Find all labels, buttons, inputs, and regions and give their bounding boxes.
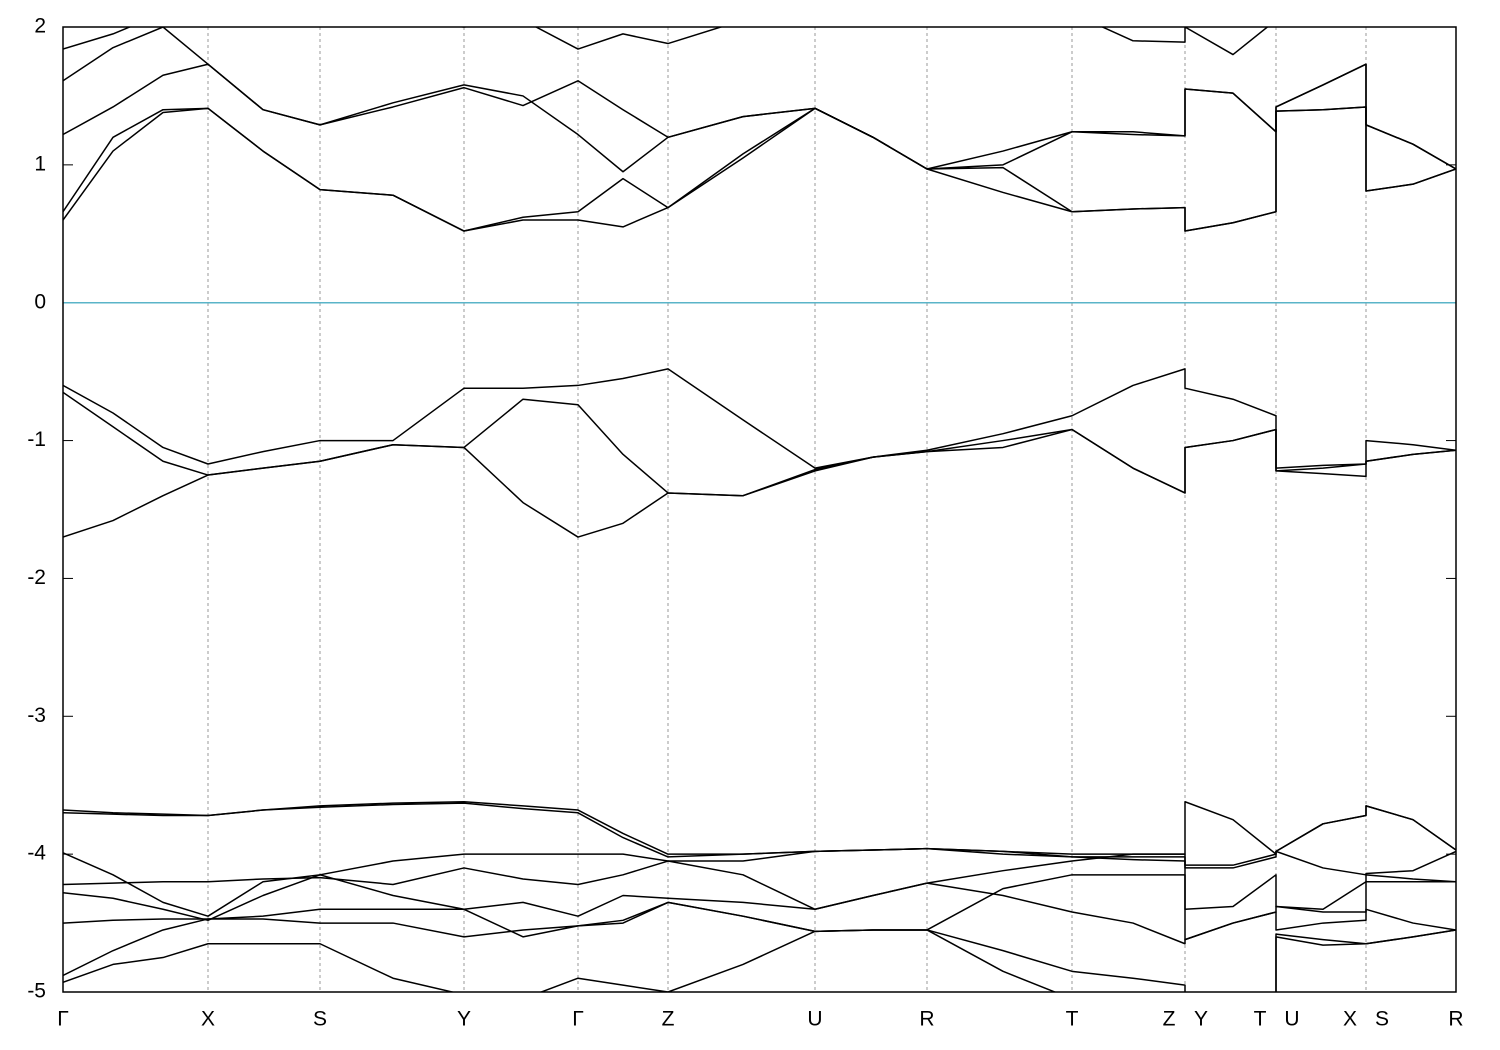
band-line (63, 106, 1456, 232)
x-tick-label: X (1343, 1008, 1357, 1031)
y-tick-label: -4 (27, 842, 46, 865)
band-line (63, 428, 1456, 538)
band-line (63, 874, 1456, 945)
y-tick-label: -2 (27, 566, 46, 589)
x-tick-label: X (201, 1008, 215, 1031)
y-tick-label: 2 (34, 15, 46, 38)
x-tick-label: Z (662, 1008, 675, 1031)
x-tick-label: S (313, 1008, 327, 1031)
x-tick-label: U (1284, 1008, 1299, 1031)
x-tick-label: T (1254, 1008, 1267, 1031)
x-tick-label: Z (1163, 1008, 1176, 1031)
y-tick-label: 0 (34, 290, 46, 313)
x-tick-label: R (1448, 1008, 1463, 1031)
plot-frame (62, 26, 1457, 993)
x-tick-label: S (1375, 1008, 1389, 1031)
y-tick-label: -1 (27, 428, 46, 451)
y-tick-label: -3 (27, 704, 46, 727)
y-tick-label: 1 (34, 152, 46, 175)
x-tick-label: R (919, 1008, 934, 1031)
bands (63, 27, 1456, 992)
x-tick-label: Γ (57, 1008, 69, 1031)
x-tick-label: T (1066, 1008, 1079, 1031)
band-line (63, 929, 1456, 992)
x-tick-label: Y (457, 1008, 471, 1031)
x-tick-label: Γ (572, 1008, 584, 1031)
y-tick-label: -5 (27, 980, 46, 1003)
band-line (63, 847, 1456, 917)
x-tick-label: U (807, 1008, 822, 1031)
x-tick-label: Y (1194, 1008, 1208, 1031)
